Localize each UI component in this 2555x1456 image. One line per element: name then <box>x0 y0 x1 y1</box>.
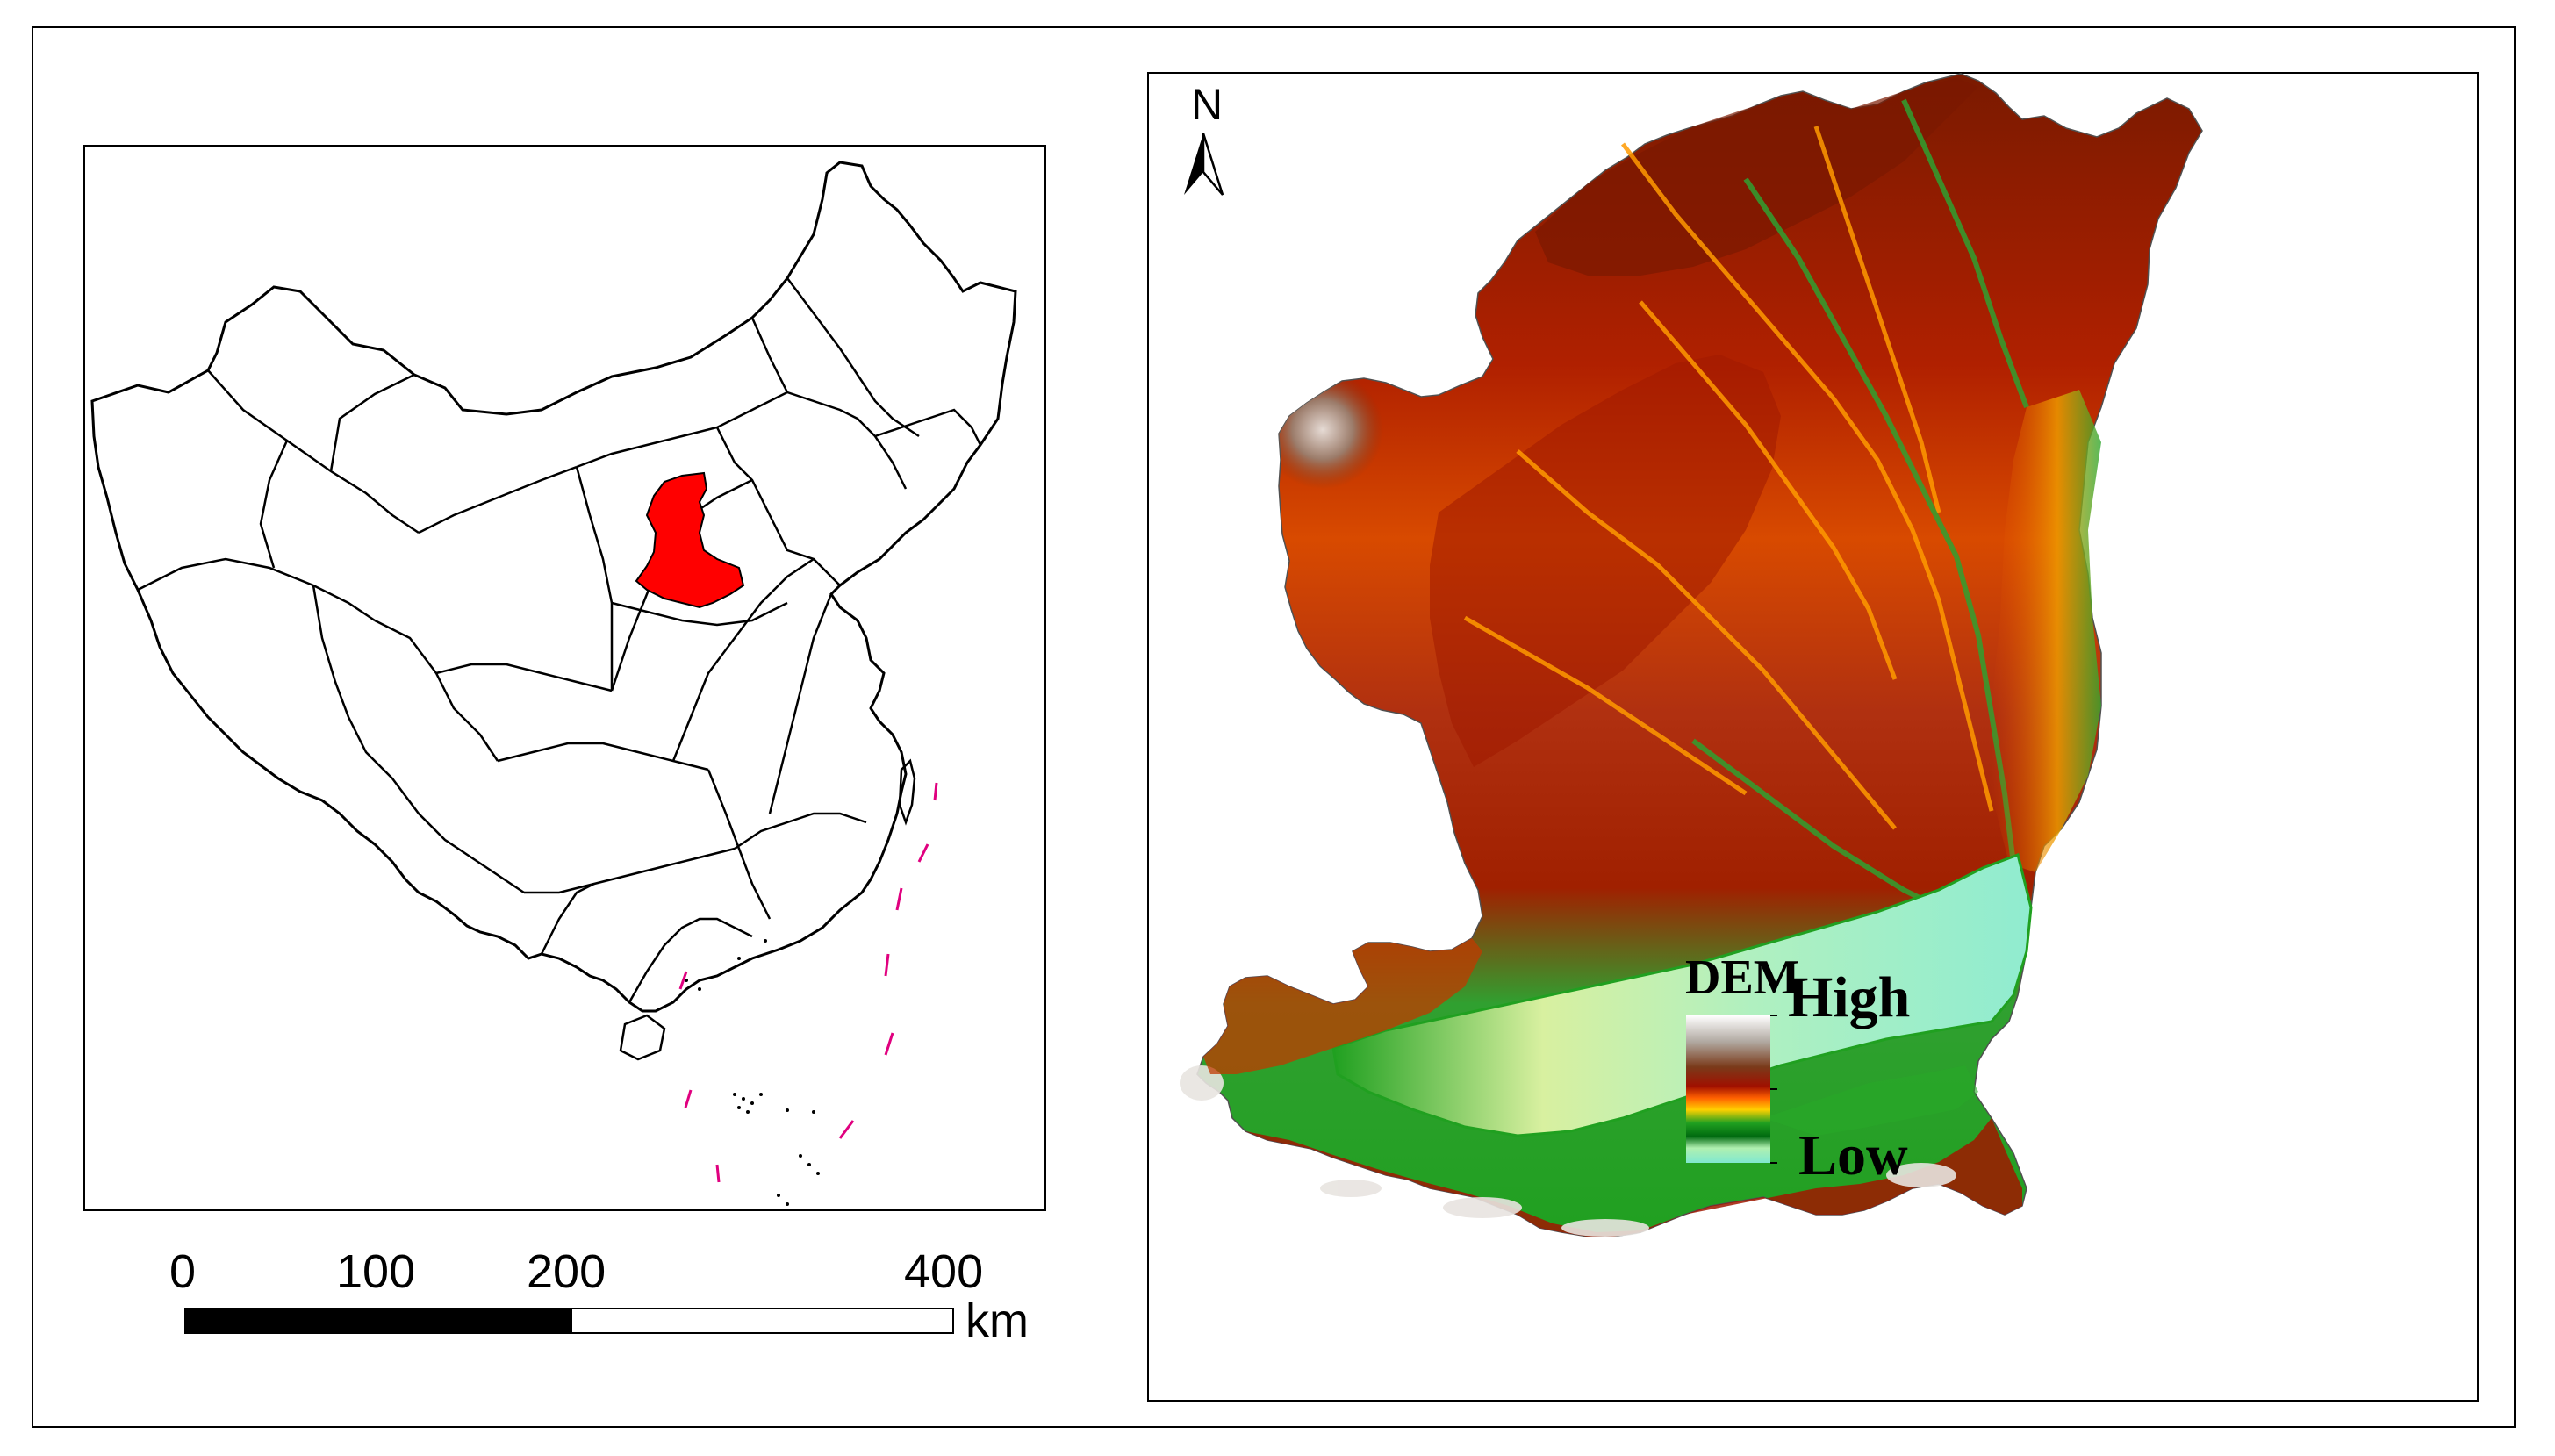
china-inset-map <box>83 145 1046 1211</box>
north-arrow-icon <box>1184 133 1224 196</box>
scale-tick-400: 400 <box>904 1245 984 1298</box>
scale-bar-filled <box>184 1308 571 1334</box>
taiwan-outline <box>898 758 916 826</box>
scale-tick-100: 100 <box>336 1245 416 1298</box>
china-outline-svg <box>90 161 1017 1206</box>
southeast-lobe-green <box>1763 1065 1978 1136</box>
figure-frame <box>32 26 2516 1428</box>
qinling-peaks <box>1180 1065 1956 1237</box>
legend-ramp-swatch <box>1686 1015 1770 1163</box>
southwest-lobe <box>1203 938 1482 1074</box>
scale-tick-200: 200 <box>527 1245 606 1298</box>
north-upland-zone <box>1535 78 1978 276</box>
hainan-outline <box>619 1014 666 1061</box>
legend-high-label: High <box>1788 965 1911 1029</box>
north-label: N <box>1191 80 1224 129</box>
south-china-sea-islands <box>685 939 820 1206</box>
scale-tick-0: 0 <box>169 1245 197 1298</box>
dashed-boundary <box>678 782 938 1183</box>
east-lowland-edge <box>1992 390 2101 872</box>
dem-map-svg <box>1180 73 2203 1237</box>
central-highland-zone <box>1430 355 1781 767</box>
shaanxi-highlight <box>635 471 745 609</box>
wei-river-valley <box>1331 853 2033 1137</box>
province-boundaries <box>137 277 982 1003</box>
legend-title: DEM <box>1685 950 1800 1005</box>
china-outline <box>90 161 1017 1013</box>
qinling-range <box>1245 1118 2022 1237</box>
scale-bar-empty <box>571 1308 954 1334</box>
legend-low-label: Low <box>1798 1123 1908 1187</box>
dem-map-panel: N DEM High Low <box>1147 72 2479 1402</box>
river-network <box>1463 126 1994 830</box>
scale-unit: km <box>965 1295 1029 1347</box>
